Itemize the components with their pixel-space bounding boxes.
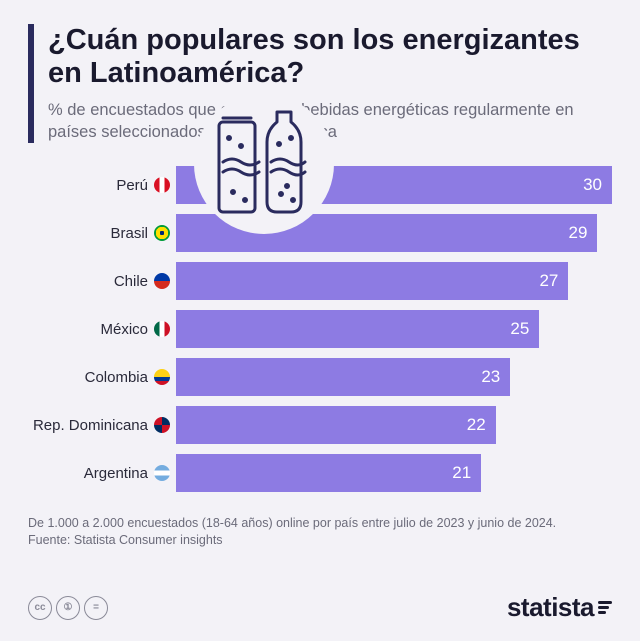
bar-label-col: Colombia [28,369,176,386]
bar: 29 [176,214,597,252]
footer: cc ① = statista [28,592,612,623]
cc-icon: cc [28,596,52,620]
bar: 25 [176,310,539,348]
bar: 27 [176,262,568,300]
country-label: Argentina [84,465,148,482]
country-label: México [100,321,148,338]
flag-icon [154,273,170,289]
bar-row: México 25 [28,305,612,353]
bar-row: Perú 30 [28,161,612,209]
flag-icon [154,417,170,433]
chart-subtitle: % de encuestados que consumen bebidas en… [48,99,612,144]
chart-title: ¿Cuán populares son los energizantes en … [48,24,612,91]
bar-label-col: Argentina [28,465,176,482]
country-label: Brasil [110,225,148,242]
country-label: Perú [116,177,148,194]
bar-row: Colombia 23 [28,353,612,401]
title-block: ¿Cuán populares son los energizantes en … [28,24,612,143]
bar-track: 30 [176,166,612,204]
bar-label-col: Perú [28,177,176,194]
source-label: Fuente: [28,533,70,547]
source-line: Fuente: Statista Consumer insights [28,533,612,547]
cc-license-badges: cc ① = [28,596,108,620]
flag-icon [154,465,170,481]
country-label: Chile [114,273,148,290]
bar-row: Argentina 21 [28,449,612,497]
cc-nd-icon: = [84,596,108,620]
bar: 22 [176,406,496,444]
bar-label-col: Brasil [28,225,176,242]
country-label: Rep. Dominicana [33,417,148,434]
brand-wave-icon [598,601,612,614]
bar-label-col: Rep. Dominicana [28,417,176,434]
bar-row: Chile 27 [28,257,612,305]
bar: 23 [176,358,510,396]
bar-chart: Perú 30 Brasil 29 Chile 27 México 25 Colombia 23 R… [28,161,612,497]
bar-track: 23 [176,358,612,396]
bar-label-col: México [28,321,176,338]
footnote: De 1.000 a 2.000 encuestados (18-64 años… [28,515,612,531]
bar-track: 25 [176,310,612,348]
cc-by-icon: ① [56,596,80,620]
flag-icon [154,225,170,241]
bar-row: Brasil 29 [28,209,612,257]
brand-text: statista [507,592,594,623]
flag-icon [154,321,170,337]
country-label: Colombia [85,369,148,386]
statista-logo: statista [507,592,612,623]
bar-row: Rep. Dominicana 22 [28,401,612,449]
bar-track: 27 [176,262,612,300]
bar: 30 [176,166,612,204]
flag-icon [154,177,170,193]
bar-track: 29 [176,214,612,252]
bar-label-col: Chile [28,273,176,290]
flag-icon [154,369,170,385]
bar-track: 22 [176,406,612,444]
bar: 21 [176,454,481,492]
source-value: Statista Consumer insights [74,533,223,547]
bar-track: 21 [176,454,612,492]
